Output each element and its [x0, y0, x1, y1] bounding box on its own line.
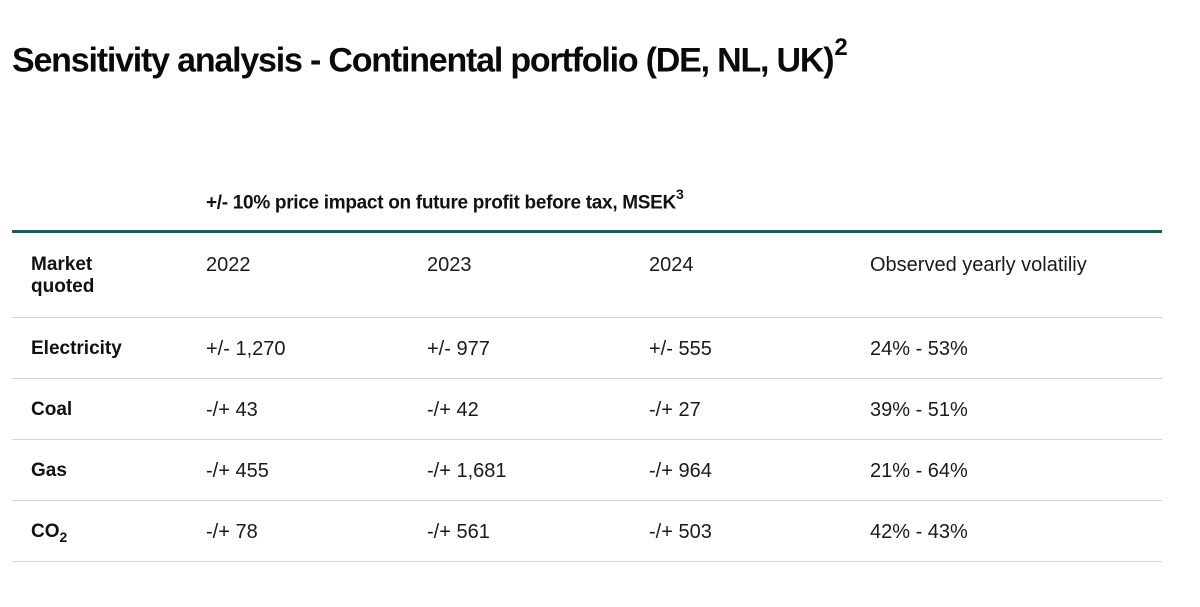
market-name: Coal: [31, 399, 73, 420]
market-name: Electricity: [31, 338, 122, 359]
row-market-label: Gas: [31, 460, 67, 482]
cell-volatility: 21% - 64%: [870, 460, 968, 482]
header-2023: 2023: [427, 254, 472, 276]
cell-volatility: 39% - 51%: [870, 399, 968, 421]
cell-2024: -/+ 27: [649, 399, 701, 421]
cell-volatility: 42% - 43%: [870, 521, 968, 543]
cell-2022: -/+ 455: [206, 460, 269, 482]
table-row: Electricity +/- 1,270 +/- 977 +/- 555 24…: [12, 318, 1162, 379]
header-market-quoted: Market quoted: [31, 254, 95, 297]
table-header-row: Market quoted 2022 2023 2024 Observed ye…: [12, 233, 1162, 318]
sensitivity-table: Market quoted 2022 2023 2024 Observed ye…: [12, 230, 1162, 562]
row-market-label: CO2: [31, 521, 68, 545]
row-market-label: Coal: [31, 399, 72, 421]
market-name: Gas: [31, 460, 67, 481]
cell-2024: -/+ 964: [649, 460, 712, 482]
market-subscript: 2: [59, 529, 68, 545]
cell-2022: -/+ 43: [206, 399, 258, 421]
title-footnote-marker: 2: [834, 34, 847, 61]
table-row: Gas -/+ 455 -/+ 1,681 -/+ 964 21% - 64%: [12, 440, 1162, 501]
row-market-label: Electricity: [31, 338, 122, 360]
header-volatility: Observed yearly volatiliy: [870, 254, 1087, 276]
cell-2022: +/- 1,270: [206, 338, 286, 360]
cell-2022: -/+ 78: [206, 521, 258, 543]
header-2024: 2024: [649, 254, 694, 276]
caption-footnote-marker: 3: [675, 186, 684, 202]
page-title-text: Sensitivity analysis - Continental portf…: [12, 41, 835, 80]
cell-2024: -/+ 503: [649, 521, 712, 543]
table-caption: +/- 10% price impact on future profit be…: [206, 186, 684, 214]
market-name: CO: [31, 521, 60, 542]
cell-volatility: 24% - 53%: [870, 338, 968, 360]
table-row: CO2 -/+ 78 -/+ 561 -/+ 503 42% - 43%: [12, 501, 1162, 562]
header-2022: 2022: [206, 254, 251, 276]
cell-2023: -/+ 561: [427, 521, 490, 543]
cell-2024: +/- 555: [649, 338, 712, 360]
cell-2023: -/+ 1,681: [427, 460, 507, 482]
table-row: Coal -/+ 43 -/+ 42 -/+ 27 39% - 51%: [12, 379, 1162, 440]
table-caption-text: +/- 10% price impact on future profit be…: [206, 192, 676, 214]
cell-2023: -/+ 42: [427, 399, 479, 421]
cell-2023: +/- 977: [427, 338, 490, 360]
page-title: Sensitivity analysis - Continental portf…: [12, 34, 848, 80]
